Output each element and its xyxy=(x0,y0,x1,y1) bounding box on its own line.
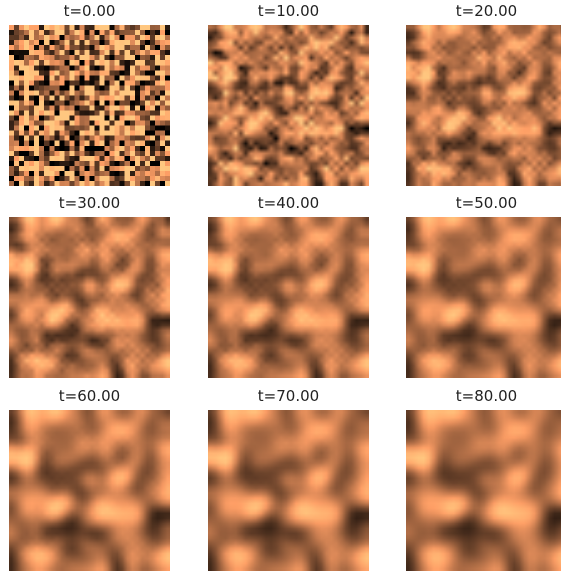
diffusion-heatmap-image xyxy=(208,217,369,378)
diffusion-heatmap-image xyxy=(9,25,170,186)
panel-title: t=80.00 xyxy=(455,387,518,405)
diffusion-heatmap-image xyxy=(406,410,561,571)
panel-title: t=60.00 xyxy=(58,387,121,405)
panel-title: t=50.00 xyxy=(455,194,518,212)
panel-title: t=20.00 xyxy=(455,2,518,20)
diffusion-heatmap-image xyxy=(9,217,170,378)
diffusion-heatmap-image xyxy=(406,217,561,378)
panel-title: t=10.00 xyxy=(257,2,320,20)
panel-title: t=30.00 xyxy=(58,194,121,212)
diffusion-heatmap-image xyxy=(208,25,369,186)
diffusion-heatmap-image xyxy=(406,25,561,186)
panel-title: t=40.00 xyxy=(257,194,320,212)
diffusion-heatmap-image xyxy=(208,410,369,571)
panel-title: t=0.00 xyxy=(63,2,116,20)
diffusion-heatmap-image xyxy=(9,410,170,571)
panel-title: t=70.00 xyxy=(257,387,320,405)
